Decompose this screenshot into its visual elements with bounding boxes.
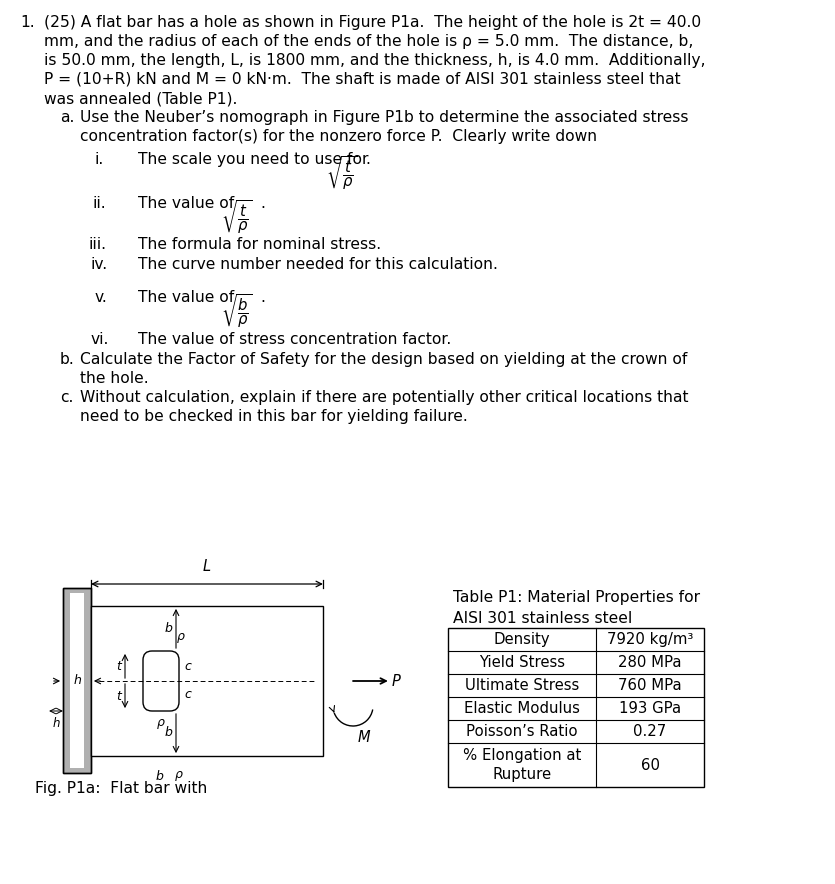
Text: $\sqrt{\dfrac{t}{\rho}}$: $\sqrt{\dfrac{t}{\rho}}$ <box>326 155 357 192</box>
Text: concentration factor(s) for the nonzero force P.  Clearly write down: concentration factor(s) for the nonzero … <box>80 129 597 144</box>
Text: The formula for nominal stress.: The formula for nominal stress. <box>138 237 381 252</box>
Text: iii.: iii. <box>89 237 107 252</box>
Text: (25) A flat bar has a hole as shown in Figure P1a.  The height of the hole is 2t: (25) A flat bar has a hole as shown in F… <box>44 15 701 30</box>
Text: Yield Stress: Yield Stress <box>479 655 565 670</box>
Text: c.: c. <box>60 390 73 405</box>
Text: Ultimate Stress: Ultimate Stress <box>465 678 579 693</box>
Text: h: h <box>73 674 81 688</box>
Text: 7920 kg/m³: 7920 kg/m³ <box>607 632 693 647</box>
Bar <box>448 628 704 787</box>
Bar <box>70 593 84 768</box>
Text: ρ: ρ <box>157 716 164 729</box>
Text: The value of: The value of <box>138 196 239 211</box>
Text: Without calculation, explain if there are potentially other critical locations t: Without calculation, explain if there ar… <box>80 390 689 405</box>
Text: Use the Neuber’s nomograph in Figure P1b to determine the associated stress: Use the Neuber’s nomograph in Figure P1b… <box>80 110 689 125</box>
Text: t: t <box>116 659 121 673</box>
Text: h: h <box>53 717 60 730</box>
Text: Calculate the Factor of Safety for the design based on yielding at the crown of: Calculate the Factor of Safety for the d… <box>80 352 687 367</box>
Text: need to be checked in this bar for yielding failure.: need to be checked in this bar for yield… <box>80 409 468 424</box>
Text: Table P1: Material Properties for
AISI 301 stainless steel: Table P1: Material Properties for AISI 3… <box>453 590 700 626</box>
Text: ρ: ρ <box>177 630 185 643</box>
Bar <box>91 606 323 756</box>
Text: t: t <box>116 690 121 703</box>
Text: The curve number needed for this calculation.: The curve number needed for this calcula… <box>138 257 498 272</box>
Text: Elastic Modulus: Elastic Modulus <box>464 701 580 716</box>
Text: The value of: The value of <box>138 290 239 305</box>
Text: 280 MPa: 280 MPa <box>618 655 681 670</box>
Text: mm, and the radius of each of the ends of the hole is ρ = 5.0 mm.  The distance,: mm, and the radius of each of the ends o… <box>44 34 693 49</box>
Text: Fig. P1a:  Flat bar with: Fig. P1a: Flat bar with <box>35 781 207 796</box>
Text: 60: 60 <box>640 758 660 773</box>
Text: The value of stress concentration factor.: The value of stress concentration factor… <box>138 332 451 347</box>
Text: L: L <box>203 559 211 574</box>
Text: % Elongation at
Rupture: % Elongation at Rupture <box>463 748 581 781</box>
FancyBboxPatch shape <box>143 651 179 711</box>
Text: is 50.0 mm, the length, L, is 1800 mm, and the thickness, h, is 4.0 mm.  Additio: is 50.0 mm, the length, L, is 1800 mm, a… <box>44 53 706 68</box>
Text: 1.: 1. <box>20 15 34 30</box>
Text: b: b <box>155 770 163 783</box>
Text: .: . <box>260 290 265 305</box>
Text: b: b <box>164 621 172 635</box>
Text: .: . <box>260 196 265 211</box>
Text: ii.: ii. <box>92 196 105 211</box>
Text: 193 GPa: 193 GPa <box>619 701 681 716</box>
Text: 760 MPa: 760 MPa <box>618 678 682 693</box>
Text: b.: b. <box>60 352 75 367</box>
Text: .: . <box>365 152 370 167</box>
Text: P = (10+R) kN and M = 0 kN·m.  The shaft is made of AISI 301 stainless steel tha: P = (10+R) kN and M = 0 kN·m. The shaft … <box>44 72 681 87</box>
Bar <box>63 588 91 773</box>
Text: c: c <box>184 660 191 674</box>
Text: $\sqrt{\dfrac{t}{\rho}}$: $\sqrt{\dfrac{t}{\rho}}$ <box>221 199 253 236</box>
Text: i.: i. <box>95 152 104 167</box>
Text: v.: v. <box>95 290 108 305</box>
Text: was annealed (Table P1).: was annealed (Table P1). <box>44 91 237 106</box>
Text: b: b <box>164 727 172 740</box>
Text: c: c <box>184 689 191 702</box>
Bar <box>63 588 91 773</box>
Text: the hole.: the hole. <box>80 371 149 386</box>
Text: M: M <box>358 730 371 745</box>
Text: ρ: ρ <box>175 768 183 781</box>
Text: a.: a. <box>60 110 74 125</box>
Text: $\sqrt{\dfrac{b}{\rho}}$: $\sqrt{\dfrac{b}{\rho}}$ <box>221 293 253 331</box>
Text: vi.: vi. <box>91 332 109 347</box>
Text: Poisson’s Ratio: Poisson’s Ratio <box>466 724 578 739</box>
Text: P: P <box>392 674 401 689</box>
Text: iv.: iv. <box>90 257 107 272</box>
Text: The scale you need to use for: The scale you need to use for <box>138 152 373 167</box>
Text: 0.27: 0.27 <box>634 724 666 739</box>
Text: Density: Density <box>493 632 550 647</box>
